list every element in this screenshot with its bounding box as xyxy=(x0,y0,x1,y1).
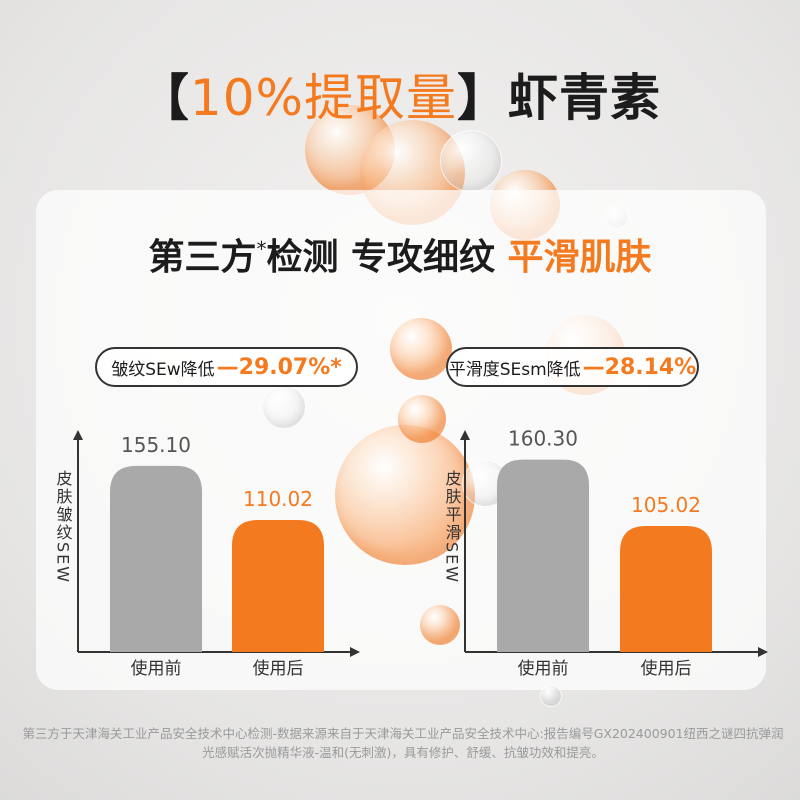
footnote: 第三方于天津海关工业产品安全技术中心检测-数据来源来自于天津海关工业产品安全技术… xyxy=(22,726,784,760)
bar-before xyxy=(110,465,202,652)
badge-value: —28.14% xyxy=(582,354,697,380)
y-axis-arrow xyxy=(460,430,470,440)
badge-label: 皱纹SEw降低 xyxy=(111,359,215,380)
x-axis-arrow xyxy=(350,647,360,657)
badge-label: 平滑度SEsm降低 xyxy=(448,359,581,380)
x-category-label: 使用前 xyxy=(518,658,569,679)
bar-value-label: 155.10 xyxy=(121,433,191,457)
badge-value: —29.07%* xyxy=(216,354,342,380)
page-title: 【10%提取量】虾青素 xyxy=(0,58,800,130)
wrinkle-reduction-badge: 皱纹SEw降低 —29.07%* xyxy=(95,347,358,387)
x-category-label: 使用后 xyxy=(641,658,692,679)
title-rest: 虾青素 xyxy=(508,69,662,127)
y-axis-arrow xyxy=(73,430,83,440)
title-bracket: 】 xyxy=(457,69,509,127)
title-accent: 10%提取量 xyxy=(189,69,458,127)
y-axis-label: 皮肤平滑SEW xyxy=(443,470,462,584)
subtitle-text: 检测 专攻细纹 xyxy=(266,237,508,278)
bar-before xyxy=(497,459,589,652)
x-category-label: 使用后 xyxy=(253,658,304,679)
title-bracket: 【 xyxy=(138,69,190,127)
x-axis-arrow xyxy=(758,647,768,657)
subtitle-accent: 平滑肌肤 xyxy=(507,237,652,278)
bar-after xyxy=(232,519,324,652)
smoothness-reduction-badge: 平滑度SEsm降低 —28.14% xyxy=(446,347,699,387)
x-category-label: 使用前 xyxy=(131,658,182,679)
subtitle-text: 第三方 xyxy=(148,237,257,278)
bar-value-label: 160.30 xyxy=(508,427,578,451)
subtitle: 第三方*检测 专攻细纹 平滑肌肤 xyxy=(0,228,800,280)
bar-value-label: 110.02 xyxy=(243,487,313,511)
y-axis-label: 皮肤皱纹SEW xyxy=(54,470,73,584)
bar-value-label: 105.02 xyxy=(631,493,701,517)
subtitle-footnote-mark: * xyxy=(256,237,267,261)
bar-after xyxy=(620,525,712,652)
